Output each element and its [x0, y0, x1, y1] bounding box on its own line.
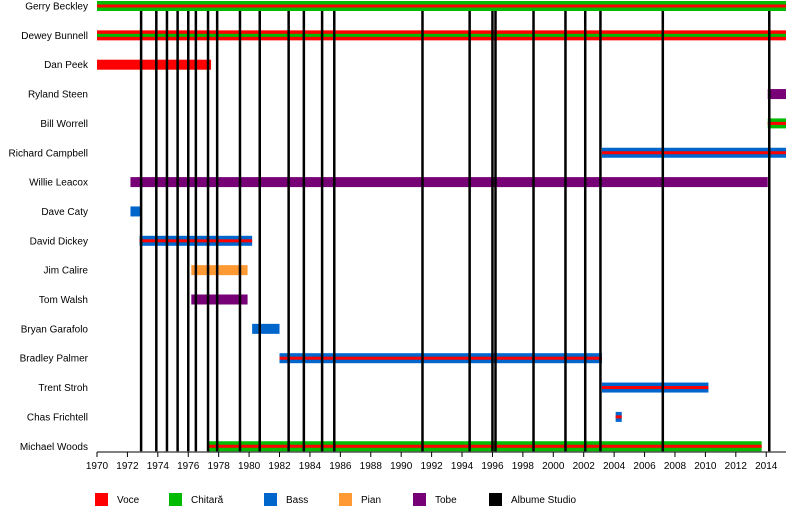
- x-tick-label-2008: 2008: [664, 461, 687, 472]
- member-bar-inner-bill-worrell: [767, 121, 786, 125]
- x-tick-label-1994: 1994: [451, 461, 474, 472]
- x-tick-label-2000: 2000: [542, 461, 565, 472]
- legend-swatch-chitara: [169, 493, 182, 506]
- album-line-24: [768, 11, 771, 452]
- member-rows: [97, 1, 786, 452]
- album-line-9: [238, 11, 242, 452]
- legend-label-albume: Albume Studio: [511, 495, 576, 506]
- member-bar-inner-trent-stroh: [601, 386, 709, 390]
- legend-label-pian: Pian: [361, 495, 381, 506]
- member-bar-ryland-steen: [767, 89, 786, 100]
- album-line-5: [187, 11, 190, 452]
- x-tick-label-1992: 1992: [420, 461, 443, 472]
- legend-swatch-albume: [489, 493, 502, 506]
- album-line-11: [287, 11, 290, 452]
- album-line-3: [165, 11, 169, 452]
- album-line-7: [206, 11, 210, 452]
- x-tick-label-2002: 2002: [573, 461, 596, 472]
- x-tick-label-1970: 1970: [86, 461, 109, 472]
- x-axis: 1970 1972 1974 1976 1978 1980 1982 1984 1986 1988…: [86, 451, 786, 472]
- x-tick-label-1998: 1998: [512, 461, 535, 472]
- member-label-gerry-beckley: Gerry Beckley: [25, 2, 88, 13]
- album-line-22: [599, 11, 602, 452]
- legend-swatch-pian: [339, 493, 352, 506]
- member-label-ryland-steen: Ryland Steen: [28, 90, 88, 101]
- album-line-10: [258, 11, 261, 452]
- album-line-14: [333, 11, 336, 452]
- x-tick-label-1986: 1986: [329, 461, 352, 472]
- x-tick-label-1972: 1972: [116, 461, 139, 472]
- member-bar-bryan-garafolo: [252, 323, 280, 334]
- member-label-trent-stroh: Trent Stroh: [38, 383, 88, 394]
- x-tick-label-1974: 1974: [147, 461, 170, 472]
- album-line-2: [155, 11, 158, 452]
- member-bar-dan-peek: [97, 59, 212, 70]
- member-label-jim-calire: Jim Calire: [44, 266, 89, 277]
- member-label-bryan-garafolo: Bryan Garafolo: [21, 324, 89, 335]
- x-tick-label-1990: 1990: [390, 461, 413, 472]
- legend-label-chitara: Chitară: [191, 495, 224, 506]
- member-label-chas-frichtell: Chas Frichtell: [27, 412, 88, 423]
- album-line-18: [494, 11, 497, 452]
- member-bar-dave-caty: [130, 206, 142, 217]
- member-bar-inner-bradley-palmer: [279, 356, 602, 360]
- member-label-michael-woods: Michael Woods: [20, 442, 88, 453]
- member-label-dewey-bunnell: Dewey Bunnell: [21, 31, 88, 42]
- x-tick-label-1976: 1976: [177, 461, 200, 472]
- member-bar-jim-calire: [191, 265, 248, 276]
- album-lines: [139, 11, 771, 452]
- member-bar-tom-walsh: [191, 294, 248, 305]
- member-labels: Gerry Beckley Dewey Bunnell Dan Peek Ryland…: [9, 2, 89, 453]
- member-bar-inner-michael-woods: [208, 444, 762, 448]
- legend-label-bass: Bass: [286, 495, 308, 506]
- x-tick-label-1988: 1988: [360, 461, 383, 472]
- album-line-15: [421, 11, 424, 452]
- album-line-23: [661, 11, 665, 452]
- member-label-dave-caty: Dave Caty: [41, 207, 88, 218]
- x-tick-label-1982: 1982: [268, 461, 291, 472]
- x-tick-label-2006: 2006: [633, 461, 656, 472]
- legend-swatch-bass: [264, 493, 277, 506]
- x-tick-label-1978: 1978: [208, 461, 231, 472]
- x-tick-label-2012: 2012: [725, 461, 748, 472]
- member-bar-inner-chas-frichtell: [615, 415, 622, 419]
- album-line-8: [215, 11, 219, 452]
- legend-label-voce: Voce: [117, 495, 140, 506]
- legend: Voce Chitară Bass Pian Tobe Albume Studio: [95, 493, 576, 506]
- member-bar-inner-gerry-beckley: [97, 4, 786, 8]
- album-line-19: [532, 11, 535, 452]
- x-tick-label-2004: 2004: [603, 461, 626, 472]
- album-line-1: [139, 11, 143, 452]
- x-tick-label-2014: 2014: [755, 461, 778, 472]
- legend-swatch-voce: [95, 493, 108, 506]
- member-label-bradley-palmer: Bradley Palmer: [20, 354, 89, 365]
- x-tick-label-2010: 2010: [694, 461, 717, 472]
- member-label-dan-peek: Dan Peek: [44, 60, 89, 71]
- member-bar-willie-leacox: [130, 177, 768, 188]
- album-line-4: [176, 11, 179, 452]
- album-line-12: [302, 11, 306, 452]
- album-line-17: [491, 11, 494, 452]
- legend-swatch-tobe: [413, 493, 426, 506]
- x-tick-label-1996: 1996: [481, 461, 504, 472]
- member-bar-inner-richard-campbell: [601, 151, 786, 155]
- x-tick-label-1980: 1980: [238, 461, 261, 472]
- legend-label-tobe: Tobe: [435, 495, 457, 506]
- member-label-tom-walsh: Tom Walsh: [39, 295, 88, 306]
- album-line-13: [320, 11, 324, 452]
- member-label-bill-worrell: Bill Worrell: [40, 119, 88, 130]
- member-label-david-dickey: David Dickey: [30, 236, 88, 247]
- x-tick-label-1984: 1984: [299, 461, 322, 472]
- album-line-21: [583, 11, 587, 452]
- member-label-richard-campbell: Richard Campbell: [9, 148, 88, 159]
- album-line-20: [564, 11, 567, 452]
- album-line-16: [468, 11, 471, 452]
- member-bar-inner-dewey-bunnell: [97, 33, 786, 37]
- member-label-willie-leacox: Willie Leacox: [29, 178, 88, 189]
- album-line-6: [194, 11, 198, 452]
